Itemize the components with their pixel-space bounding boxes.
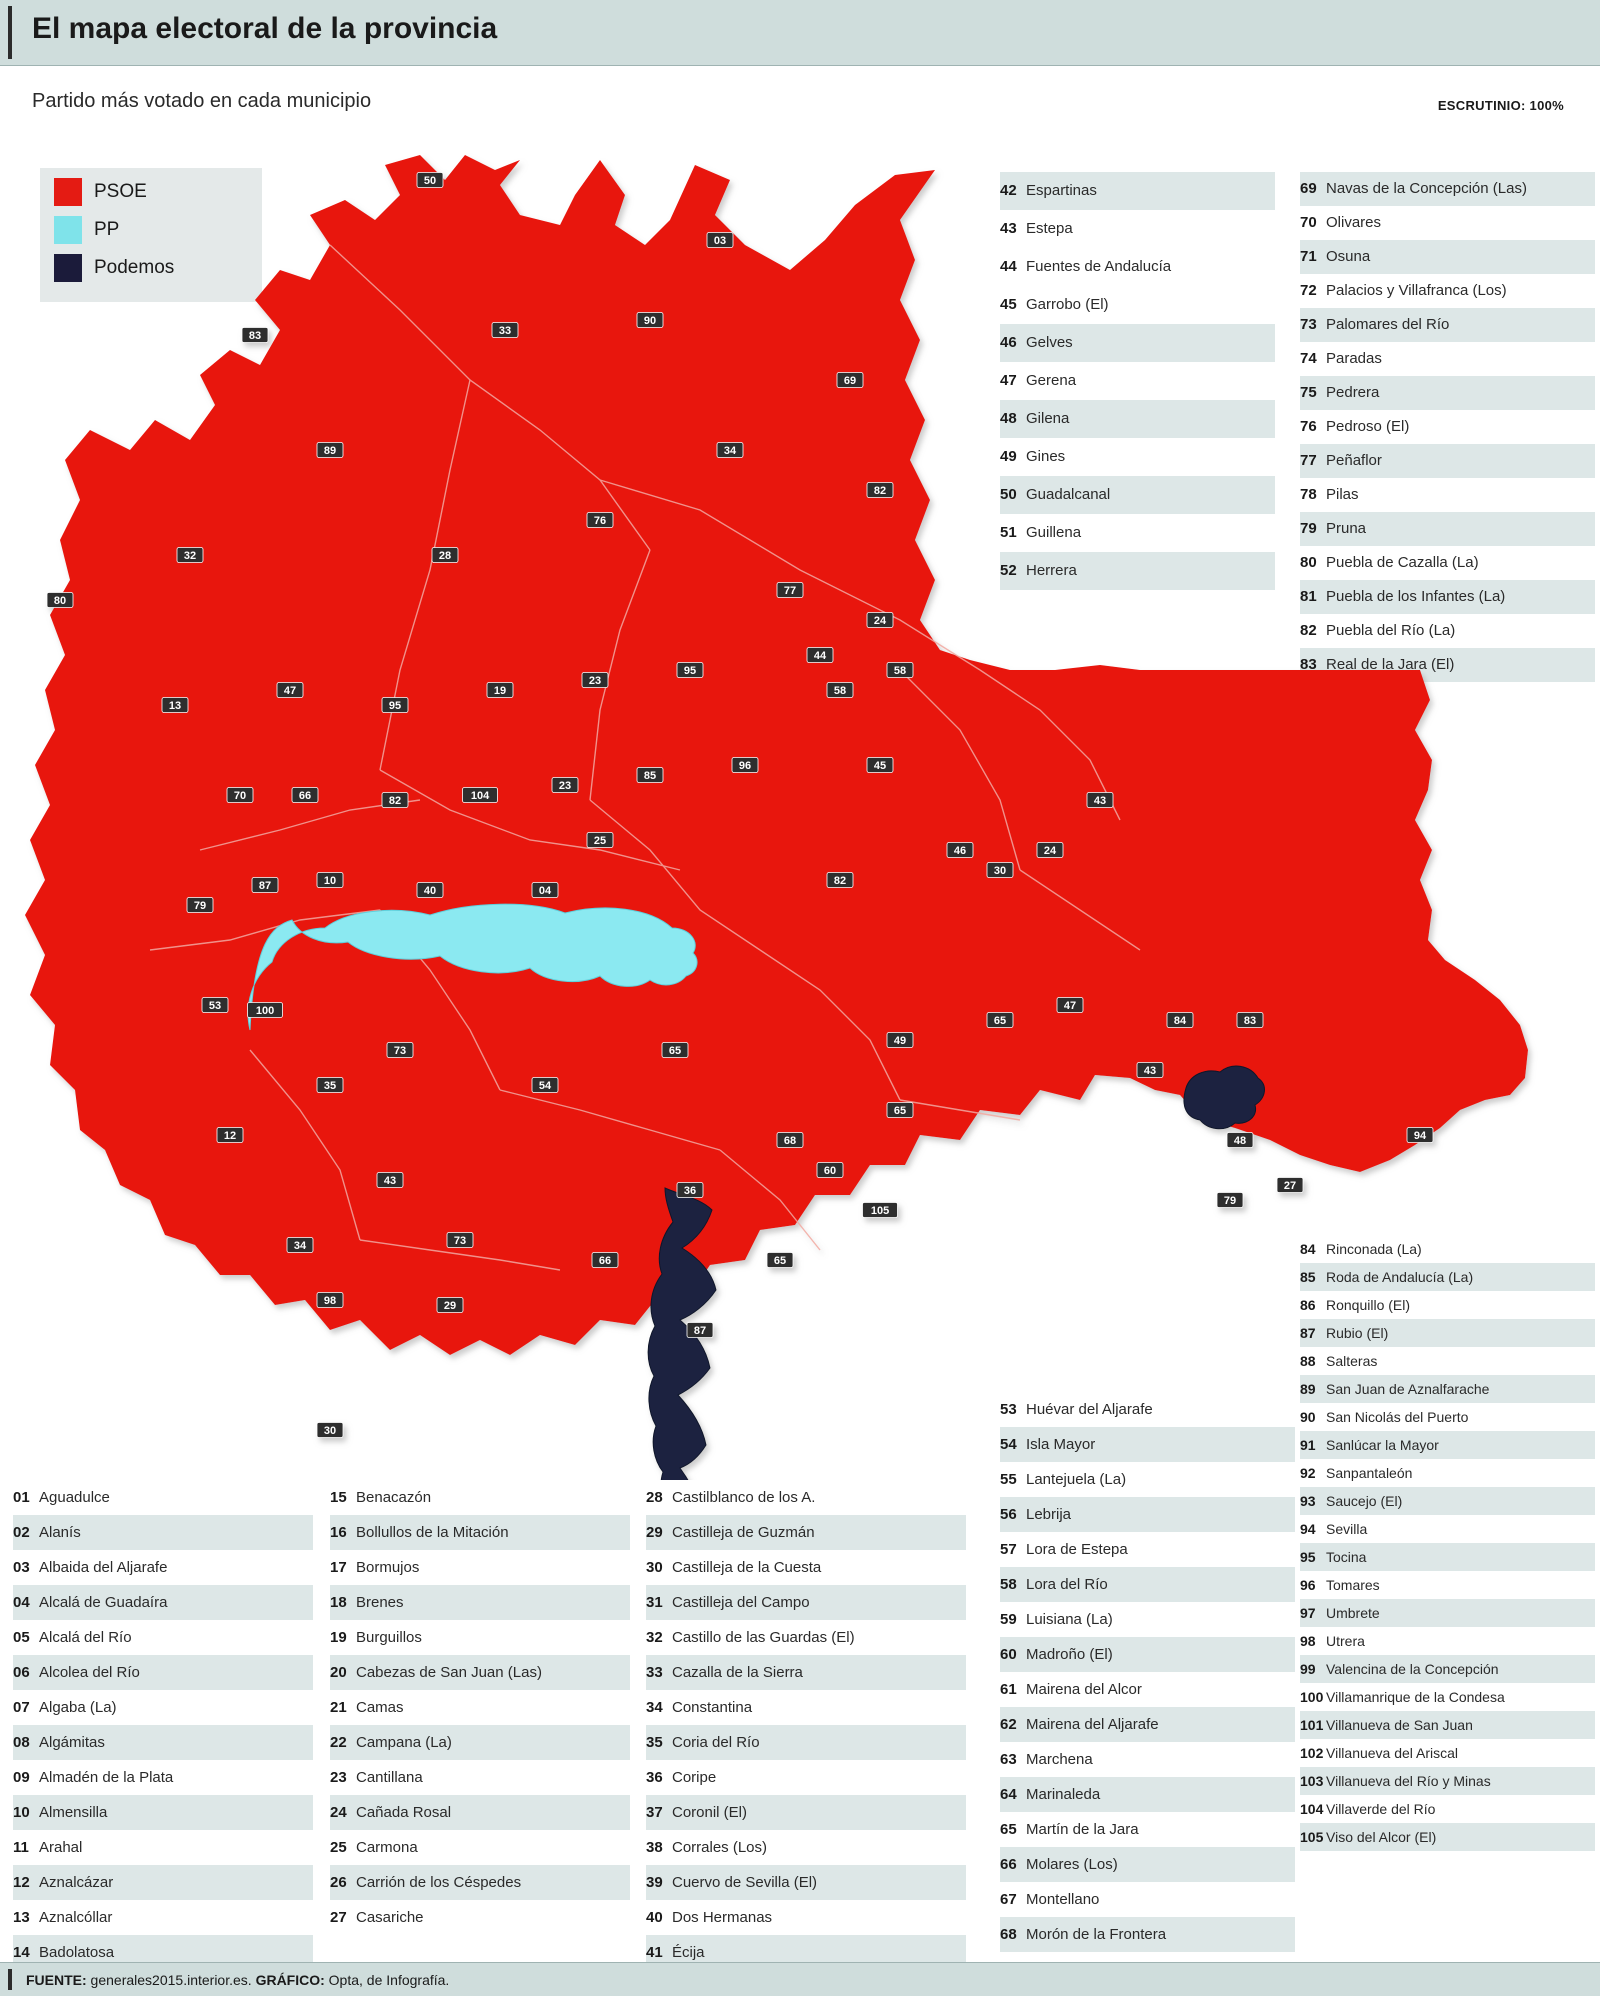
svg-text:68: 68 (784, 1135, 796, 1147)
svg-text:87: 87 (259, 880, 271, 892)
svg-text:23: 23 (559, 780, 571, 792)
svg-text:33: 33 (499, 325, 511, 337)
svg-text:98: 98 (324, 1295, 336, 1307)
svg-text:82: 82 (834, 875, 846, 887)
svg-text:58: 58 (894, 665, 906, 677)
svg-text:34: 34 (294, 1240, 307, 1252)
svg-text:23: 23 (589, 675, 601, 687)
svg-text:03: 03 (714, 235, 726, 247)
svg-text:96: 96 (739, 760, 751, 772)
svg-text:30: 30 (324, 1425, 336, 1437)
svg-text:30: 30 (994, 865, 1006, 877)
svg-text:40: 40 (424, 885, 436, 897)
svg-text:73: 73 (394, 1045, 406, 1057)
svg-text:94: 94 (1414, 1130, 1427, 1142)
svg-text:24: 24 (874, 615, 887, 627)
svg-text:25: 25 (594, 835, 606, 847)
svg-text:47: 47 (284, 685, 296, 697)
svg-text:47: 47 (1064, 1000, 1076, 1012)
svg-text:65: 65 (994, 1015, 1006, 1027)
svg-text:83: 83 (1244, 1015, 1256, 1027)
svg-text:80: 80 (54, 595, 66, 607)
svg-text:83: 83 (249, 330, 261, 342)
svg-text:79: 79 (194, 900, 206, 912)
svg-text:53: 53 (209, 1000, 221, 1012)
svg-text:95: 95 (684, 665, 696, 677)
svg-text:50: 50 (424, 175, 436, 187)
svg-text:43: 43 (1144, 1065, 1156, 1077)
svg-text:34: 34 (724, 445, 737, 457)
svg-text:95: 95 (389, 700, 401, 712)
svg-text:04: 04 (539, 885, 552, 897)
svg-text:82: 82 (389, 795, 401, 807)
svg-text:87: 87 (694, 1325, 706, 1337)
svg-text:43: 43 (1094, 795, 1106, 807)
svg-text:73: 73 (454, 1235, 466, 1247)
svg-text:44: 44 (814, 650, 827, 662)
svg-text:66: 66 (299, 790, 311, 802)
svg-text:10: 10 (324, 875, 336, 887)
svg-text:82: 82 (874, 485, 886, 497)
svg-text:35: 35 (324, 1080, 336, 1092)
svg-text:85: 85 (644, 770, 656, 782)
svg-text:58: 58 (834, 685, 846, 697)
svg-text:49: 49 (894, 1035, 906, 1047)
svg-text:13: 13 (169, 700, 181, 712)
svg-text:48: 48 (1234, 1135, 1246, 1147)
svg-text:79: 79 (1224, 1195, 1236, 1207)
svg-text:32: 32 (184, 550, 196, 562)
svg-text:60: 60 (824, 1165, 836, 1177)
svg-text:19: 19 (494, 685, 506, 697)
svg-text:24: 24 (1044, 845, 1057, 857)
svg-text:76: 76 (594, 515, 606, 527)
svg-text:28: 28 (439, 550, 451, 562)
svg-text:66: 66 (599, 1255, 611, 1267)
svg-text:43: 43 (384, 1175, 396, 1187)
svg-text:77: 77 (784, 585, 796, 597)
svg-text:65: 65 (774, 1255, 786, 1267)
svg-text:27: 27 (1284, 1180, 1296, 1192)
svg-text:100: 100 (256, 1005, 274, 1017)
svg-text:12: 12 (224, 1130, 236, 1142)
svg-text:89: 89 (324, 445, 336, 457)
svg-text:105: 105 (871, 1205, 889, 1217)
svg-text:84: 84 (1174, 1015, 1187, 1027)
svg-text:46: 46 (954, 845, 966, 857)
svg-text:70: 70 (234, 790, 246, 802)
svg-text:104: 104 (471, 790, 490, 802)
svg-text:45: 45 (874, 760, 886, 772)
svg-text:65: 65 (669, 1045, 681, 1057)
svg-text:69: 69 (844, 375, 856, 387)
svg-text:29: 29 (444, 1300, 456, 1312)
svg-text:36: 36 (684, 1185, 696, 1197)
svg-text:90: 90 (644, 315, 656, 327)
svg-text:54: 54 (539, 1080, 552, 1092)
svg-text:65: 65 (894, 1105, 906, 1117)
